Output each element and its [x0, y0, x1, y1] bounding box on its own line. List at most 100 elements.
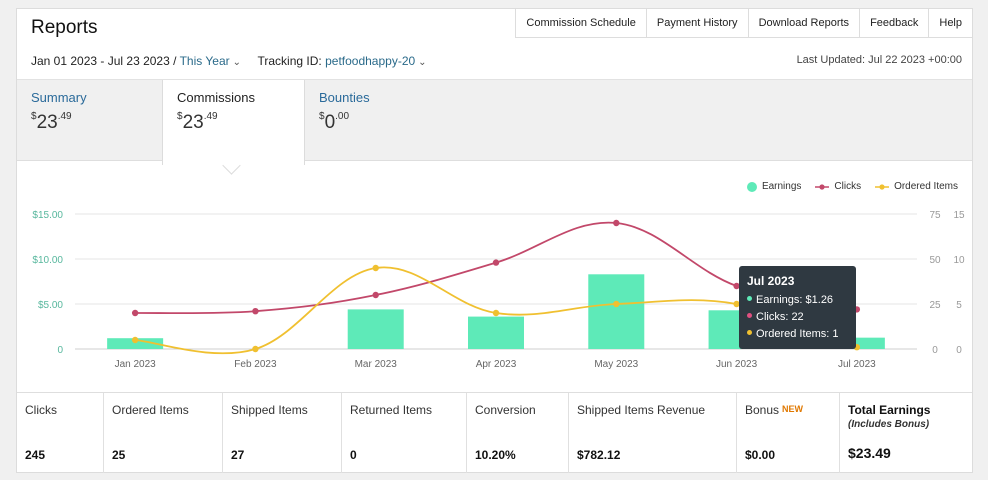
- payment-history-link[interactable]: Payment History: [647, 9, 749, 37]
- stat-shipped-items: Shipped Items 27: [223, 393, 342, 473]
- right-tick-label-a: 75: [929, 210, 941, 221]
- clicks-point: [733, 282, 740, 290]
- date-range-picker[interactable]: Jan 01 2023 - Jul 23 2023 / This Year ⌄: [31, 54, 244, 68]
- tooltip-ordered: Ordered Items: 1: [756, 328, 839, 340]
- stat-label: Total Earnings: [848, 403, 931, 417]
- clicks-point: [372, 291, 379, 299]
- stat-value: 25: [112, 448, 126, 462]
- stat-value: 0: [350, 448, 357, 462]
- legend-clicks[interactable]: Clicks: [815, 181, 861, 192]
- right-tick-label-a: 0: [932, 345, 938, 356]
- report-tabs: Summary $23.49 Commissions $23.49 Bounti…: [17, 79, 972, 175]
- right-tick-label-b: 0: [956, 345, 962, 356]
- tooltip-ordered-row: Ordered Items: 1: [747, 326, 848, 343]
- top-nav: Commission Schedule Payment History Down…: [515, 9, 972, 38]
- currency-symbol: $: [31, 111, 37, 122]
- x-tick-label: Mar 2023: [355, 359, 398, 370]
- earnings-bar: [107, 338, 164, 349]
- stat-value: 10.20%: [475, 448, 516, 462]
- stat-value: 245: [25, 448, 46, 462]
- right-tick-label-a: 50: [929, 255, 941, 266]
- chevron-down-icon: ⌄: [418, 57, 427, 68]
- download-reports-link[interactable]: Download Reports: [749, 9, 861, 37]
- left-tick-label: 0: [57, 345, 63, 356]
- stat-label: Conversion: [475, 403, 536, 417]
- x-tick-label: Feb 2023: [234, 359, 277, 370]
- stat-sublabel: (Includes Bonus): [848, 419, 930, 430]
- currency-symbol: $: [319, 111, 325, 122]
- clicks-point: [252, 308, 259, 315]
- date-separator: /: [173, 54, 177, 68]
- ordered-items-point: [372, 264, 379, 272]
- bonus-label: Bonus: [745, 403, 780, 417]
- right-tick-label-b: 5: [956, 300, 962, 311]
- feedback-link[interactable]: Feedback: [860, 9, 930, 37]
- commission-schedule-link[interactable]: Commission Schedule: [516, 9, 647, 37]
- tab-commissions[interactable]: Commissions $23.49: [162, 80, 305, 175]
- period-text: This Year: [179, 54, 230, 68]
- x-tick-label: Jul 2023: [838, 359, 876, 370]
- amount-cents: .00: [335, 111, 350, 122]
- chart-tooltip: Jul 2023 Earnings: $1.26 Clicks: 22 Orde…: [739, 266, 856, 349]
- stat-value: $23.49: [848, 445, 891, 461]
- last-updated: Last Updated: Jul 22 2023 +00:00: [796, 54, 962, 66]
- clicks-bullet-icon: [747, 313, 752, 318]
- clicks-point: [613, 219, 620, 227]
- right-tick-label-b: 15: [953, 210, 965, 221]
- tracking-id-selector[interactable]: Tracking ID: petfoodhappy-20 ⌄: [258, 54, 427, 68]
- help-link[interactable]: Help: [939, 17, 962, 29]
- new-badge: NEW: [782, 404, 804, 414]
- tab-amount: $0.00: [319, 111, 431, 134]
- amount-cents: .49: [57, 111, 72, 122]
- legend-clicks-label: Clicks: [834, 181, 862, 192]
- left-tick-label: $5.00: [38, 300, 63, 311]
- clicks-point: [492, 259, 500, 266]
- stats-row: Clicks 245 Ordered Items 25 Shipped Items 2…: [17, 392, 972, 473]
- legend-ordered-items[interactable]: Ordered Items: [875, 181, 958, 192]
- x-tick-label: Apr 2023: [476, 359, 517, 370]
- stat-label: Shipped Items Revenue: [577, 403, 706, 417]
- tooltip-title: Jul 2023: [747, 274, 795, 288]
- stat-label: Bonus NEW: [745, 403, 831, 417]
- left-tick-label: $10.00: [32, 255, 63, 266]
- ordered-items-point: [252, 345, 259, 353]
- amount-dollars: 23: [36, 112, 58, 133]
- right-tick-label-a: 25: [929, 300, 941, 311]
- x-tick-label: Jan 2023: [115, 359, 157, 370]
- currency-symbol: $: [177, 111, 183, 122]
- stat-clicks: Clicks 245: [17, 393, 104, 473]
- stat-label: Returned Items: [350, 403, 433, 417]
- stat-conversion: Conversion 10.20%: [467, 393, 569, 473]
- stat-ordered-items: Ordered Items 25: [104, 393, 223, 473]
- stat-value: 27: [231, 448, 245, 462]
- stat-shipped-revenue: Shipped Items Revenue $782.12: [569, 393, 737, 473]
- chart-legend: Earnings Clicks Ordered Items: [746, 181, 958, 192]
- ordered-items-point: [131, 336, 139, 344]
- ordered-items-point: [733, 300, 740, 308]
- legend-earnings[interactable]: Earnings: [746, 181, 802, 192]
- earnings-bar: [468, 316, 524, 349]
- ordered-bullet-icon: [747, 330, 752, 335]
- date-range-text: Jan 01 2023 - Jul 23 2023: [31, 54, 170, 68]
- left-tick-label: $15.00: [32, 210, 63, 221]
- tab-label: Summary: [31, 90, 87, 105]
- clicks-swatch-icon: [815, 183, 830, 190]
- tracking-id-value: petfoodhappy-20: [325, 54, 416, 68]
- amount-cents: .49: [203, 111, 218, 122]
- earnings-bar: [828, 337, 885, 349]
- legend-earnings-label: Earnings: [761, 181, 802, 192]
- tab-bounties[interactable]: Bounties $0.00: [305, 80, 445, 160]
- tab-summary[interactable]: Summary $23.49: [17, 80, 162, 160]
- amount-dollars: 23: [182, 112, 204, 133]
- tooltip-earnings: Earnings: $1.26: [756, 294, 834, 306]
- clicks-point: [131, 309, 139, 317]
- tracking-id-label: Tracking ID:: [257, 54, 322, 68]
- stat-label: Clicks: [25, 403, 57, 417]
- right-tick-label-b: 10: [953, 255, 965, 266]
- tab-amount: $23.49: [31, 111, 148, 134]
- earnings-bar: [588, 274, 645, 349]
- legend-ordered-label: Ordered Items: [894, 181, 958, 192]
- reports-panel: Reports Commission Schedule Payment Hist…: [16, 8, 973, 473]
- x-tick-label: Jun 2023: [716, 359, 758, 370]
- stat-label: Shipped Items: [231, 403, 308, 417]
